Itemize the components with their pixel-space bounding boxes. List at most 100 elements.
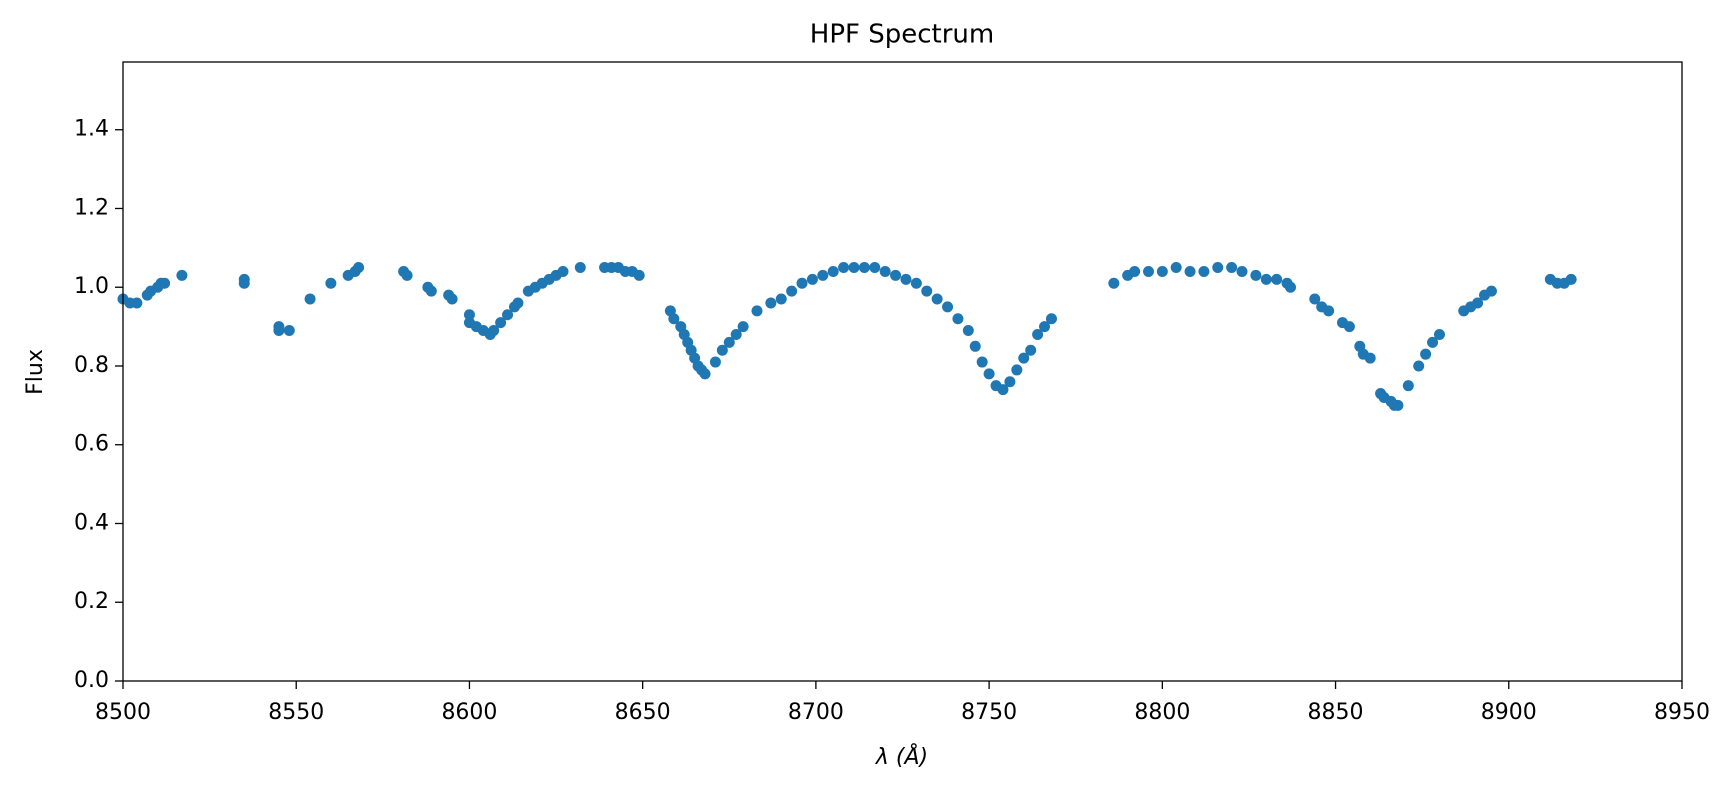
data-point bbox=[1011, 364, 1023, 376]
data-point bbox=[869, 262, 881, 274]
data-point bbox=[699, 368, 711, 380]
data-point bbox=[1170, 262, 1182, 274]
data-point bbox=[1343, 321, 1355, 333]
data-point bbox=[848, 262, 860, 274]
data-point bbox=[765, 297, 777, 309]
x-tick-label: 8550 bbox=[268, 700, 324, 725]
data-point bbox=[1402, 380, 1414, 392]
data-point bbox=[786, 285, 798, 297]
data-point bbox=[1236, 265, 1248, 277]
y-tick-label: 0.2 bbox=[74, 589, 109, 614]
data-point bbox=[283, 325, 295, 337]
data-point bbox=[1565, 273, 1577, 285]
data-point bbox=[969, 340, 981, 352]
data-point bbox=[159, 277, 171, 289]
data-point bbox=[879, 265, 891, 277]
data-point bbox=[1142, 265, 1154, 277]
data-point bbox=[1032, 328, 1044, 340]
data-point bbox=[1392, 399, 1404, 411]
data-point bbox=[1156, 265, 1168, 277]
data-point bbox=[1485, 285, 1497, 297]
x-tick-label: 8900 bbox=[1481, 700, 1537, 725]
y-tick-label: 0.8 bbox=[74, 353, 109, 378]
data-point bbox=[495, 317, 507, 329]
data-point bbox=[716, 344, 728, 356]
data-point bbox=[1198, 265, 1210, 277]
data-point bbox=[1226, 262, 1238, 274]
x-tick-label: 8850 bbox=[1308, 700, 1364, 725]
data-point bbox=[401, 269, 413, 281]
data-point bbox=[325, 277, 337, 289]
x-axis-label: λ (Å) bbox=[875, 743, 928, 770]
x-tick-label: 8500 bbox=[95, 700, 151, 725]
data-point bbox=[1309, 293, 1321, 305]
data-point bbox=[1420, 348, 1432, 360]
chart-title: HPF Spectrum bbox=[810, 20, 994, 50]
data-point bbox=[353, 262, 365, 274]
data-point bbox=[425, 285, 437, 297]
data-point bbox=[730, 328, 742, 340]
plot-frame bbox=[122, 61, 1683, 682]
data-point bbox=[1108, 277, 1120, 289]
data-point bbox=[176, 269, 188, 281]
data-point bbox=[1004, 376, 1016, 388]
y-axis-label: Flux bbox=[23, 349, 48, 395]
data-point bbox=[723, 336, 735, 348]
data-point bbox=[1045, 313, 1057, 325]
data-point bbox=[1413, 360, 1425, 372]
y-tick-label: 0.6 bbox=[74, 432, 109, 457]
data-point bbox=[1285, 281, 1297, 293]
data-point bbox=[1018, 352, 1030, 364]
data-point bbox=[910, 277, 922, 289]
data-point bbox=[633, 269, 645, 281]
data-point bbox=[900, 273, 912, 285]
y-tick-label: 0.4 bbox=[74, 510, 109, 535]
data-point bbox=[304, 293, 316, 305]
data-point bbox=[1271, 273, 1283, 285]
y-tick-label: 1.0 bbox=[74, 274, 109, 299]
data-point bbox=[796, 277, 808, 289]
data-point bbox=[827, 265, 839, 277]
data-point bbox=[512, 297, 524, 309]
data-point bbox=[1025, 344, 1037, 356]
x-tick-label: 8650 bbox=[615, 700, 671, 725]
data-point bbox=[1250, 269, 1262, 281]
data-point bbox=[238, 277, 250, 289]
data-point bbox=[273, 325, 285, 337]
data-point bbox=[775, 293, 787, 305]
data-point bbox=[997, 384, 1009, 396]
data-point bbox=[1260, 273, 1272, 285]
data-point bbox=[502, 309, 514, 321]
data-point bbox=[983, 368, 995, 380]
data-point bbox=[446, 293, 458, 305]
data-point bbox=[890, 269, 902, 281]
x-tick-label: 8600 bbox=[441, 700, 497, 725]
data-point bbox=[709, 356, 721, 368]
data-point bbox=[838, 262, 850, 274]
data-point bbox=[1433, 328, 1445, 340]
data-point bbox=[806, 273, 818, 285]
data-point bbox=[1427, 336, 1439, 348]
x-tick-label: 8750 bbox=[961, 700, 1017, 725]
data-point bbox=[962, 325, 974, 337]
data-point bbox=[1212, 262, 1224, 274]
data-point bbox=[976, 356, 988, 368]
data-point bbox=[1129, 265, 1141, 277]
data-point bbox=[463, 309, 475, 321]
data-point bbox=[921, 285, 933, 297]
data-point bbox=[737, 321, 749, 333]
data-point bbox=[488, 325, 500, 337]
data-point bbox=[931, 293, 943, 305]
data-point bbox=[751, 305, 763, 317]
y-tick-label: 1.2 bbox=[74, 195, 109, 220]
data-point bbox=[1323, 305, 1335, 317]
y-tick-label: 0.0 bbox=[74, 668, 109, 693]
data-point bbox=[952, 313, 964, 325]
data-point bbox=[1364, 352, 1376, 364]
x-tick-label: 8700 bbox=[788, 700, 844, 725]
data-point bbox=[131, 297, 143, 309]
x-tick-label: 8800 bbox=[1134, 700, 1190, 725]
data-point bbox=[574, 262, 586, 274]
data-point bbox=[557, 265, 569, 277]
